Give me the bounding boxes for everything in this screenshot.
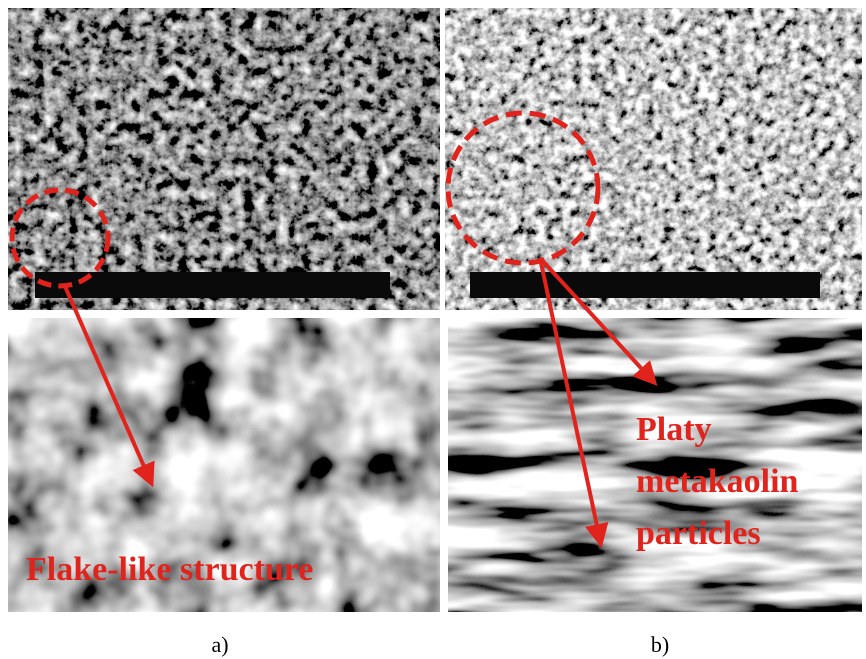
arrow (538, 256, 658, 386)
annotation: metakaolin (636, 463, 799, 500)
sem-image-a-overview (8, 8, 440, 310)
sem-image-a-zoom (8, 318, 440, 612)
caption: a) (211, 632, 228, 657)
annotation: Flake-like structure (26, 551, 313, 588)
arrow (62, 283, 155, 488)
caption: b) (651, 632, 669, 657)
highlight-circle (445, 110, 601, 266)
scale-bar (470, 272, 820, 298)
sem-image-b-overview (445, 8, 862, 310)
annotation: Platy (636, 411, 712, 448)
arrow (538, 257, 609, 548)
scale-bar (35, 272, 390, 298)
annotation: particles (636, 515, 761, 552)
highlight-circle (9, 187, 111, 289)
